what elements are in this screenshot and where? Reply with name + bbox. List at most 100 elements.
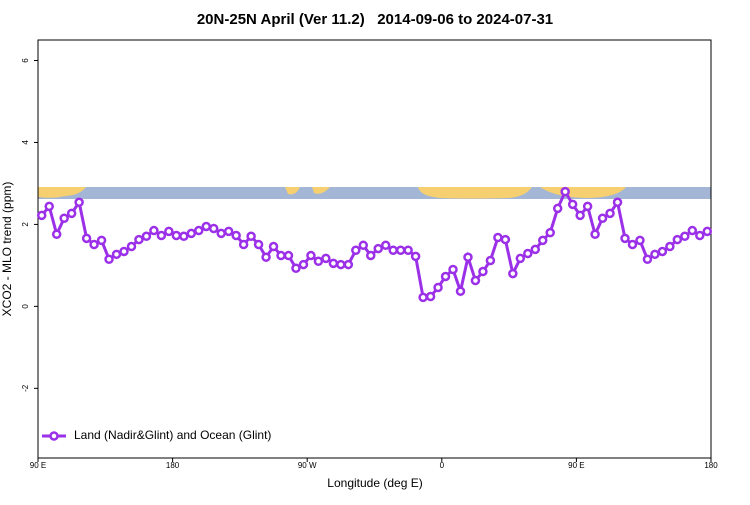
data-point — [156, 230, 167, 241]
data-point — [605, 208, 615, 219]
data-point — [388, 245, 398, 255]
x-tick-label: 90 W — [298, 461, 317, 470]
data-point — [380, 240, 391, 251]
data-point — [276, 250, 286, 261]
data-point — [433, 282, 443, 293]
data-point — [665, 241, 675, 252]
data-point — [44, 201, 54, 212]
map-strip — [38, 187, 711, 199]
data-point — [485, 255, 496, 266]
y-tick-label: -2 — [21, 384, 30, 392]
x-tick-label: 180 — [704, 461, 718, 470]
data-point — [582, 201, 593, 212]
data-point — [261, 252, 271, 262]
data-point — [680, 231, 690, 242]
y-tick-label: 2 — [21, 222, 30, 227]
data-point — [418, 292, 428, 303]
data-point — [134, 234, 144, 245]
data-point — [171, 230, 182, 241]
data-line — [40, 188, 708, 300]
data-point — [575, 210, 585, 221]
data-point — [336, 259, 346, 270]
data-point — [493, 232, 503, 243]
land — [418, 187, 532, 199]
data-point — [81, 233, 92, 244]
data-point — [111, 249, 122, 260]
land — [38, 187, 86, 198]
data-point — [672, 234, 683, 245]
data-point — [119, 246, 129, 257]
data-point — [149, 225, 159, 236]
data-point — [627, 239, 638, 250]
data-point — [306, 250, 316, 261]
data-point — [687, 225, 698, 236]
data-point — [51, 229, 62, 239]
data-point — [515, 253, 526, 264]
data-point — [223, 226, 234, 237]
data-point — [567, 199, 578, 210]
data-point — [410, 251, 421, 262]
data-point — [597, 213, 608, 224]
data-point — [448, 264, 458, 275]
x-tick-label: 90 E — [30, 461, 46, 470]
data-point — [702, 226, 713, 237]
data-point — [298, 259, 309, 270]
data-point — [508, 268, 518, 279]
data-point — [373, 243, 383, 254]
data-point — [231, 230, 241, 241]
data-point — [455, 286, 466, 296]
data-point — [425, 291, 436, 302]
data-point — [126, 241, 137, 252]
ocean-band — [38, 187, 711, 199]
y-tick-label: 4 — [21, 140, 30, 145]
data-point — [89, 239, 99, 250]
plot-frame — [37, 39, 712, 459]
data-point — [552, 203, 563, 214]
data-point — [695, 230, 705, 241]
data-point — [194, 225, 204, 236]
data-point — [560, 186, 570, 197]
y-tick-label: 6 — [21, 58, 30, 63]
data-point — [36, 210, 47, 221]
data-point — [478, 266, 488, 277]
data-point — [366, 250, 376, 261]
land — [285, 187, 330, 195]
data-point — [470, 275, 481, 286]
data-point — [463, 252, 473, 262]
legend-label: Land (Nadir&Glint) and Ocean (Glint) — [74, 428, 271, 442]
data-point — [268, 241, 279, 252]
data-point — [216, 228, 226, 239]
data-point — [328, 258, 339, 269]
x-tick-label: 0 — [440, 461, 445, 470]
data-point — [141, 231, 152, 242]
data-point — [238, 239, 249, 250]
data-point — [186, 228, 197, 239]
data-point — [620, 233, 630, 244]
data-point — [208, 223, 219, 234]
data-point — [351, 245, 361, 255]
data-point — [343, 259, 354, 270]
x-tick-label: 180 — [166, 461, 180, 470]
data-point — [500, 234, 511, 245]
data-point — [395, 245, 406, 255]
data-point — [74, 197, 84, 208]
data-point — [283, 250, 294, 261]
data-point — [590, 229, 600, 239]
data-point — [523, 248, 533, 259]
data-point — [358, 240, 369, 251]
x-axis-label: Longitude (deg E) — [327, 476, 422, 490]
y-tick-label: 0 — [21, 304, 30, 309]
chart-title: 20N-25N April (Ver 11.2) 2014-09-06 to 2… — [197, 11, 553, 28]
data-point — [650, 249, 660, 260]
data-point — [59, 213, 69, 224]
data-point — [321, 253, 331, 264]
data-point — [657, 246, 668, 257]
data-point — [291, 263, 301, 274]
data-point — [612, 197, 623, 208]
data-point — [642, 254, 653, 264]
data-point — [538, 235, 548, 246]
data-point — [66, 208, 77, 219]
y-axis-label: XCO2 - MLO trend (ppm) — [0, 182, 14, 317]
data-point — [246, 231, 256, 242]
